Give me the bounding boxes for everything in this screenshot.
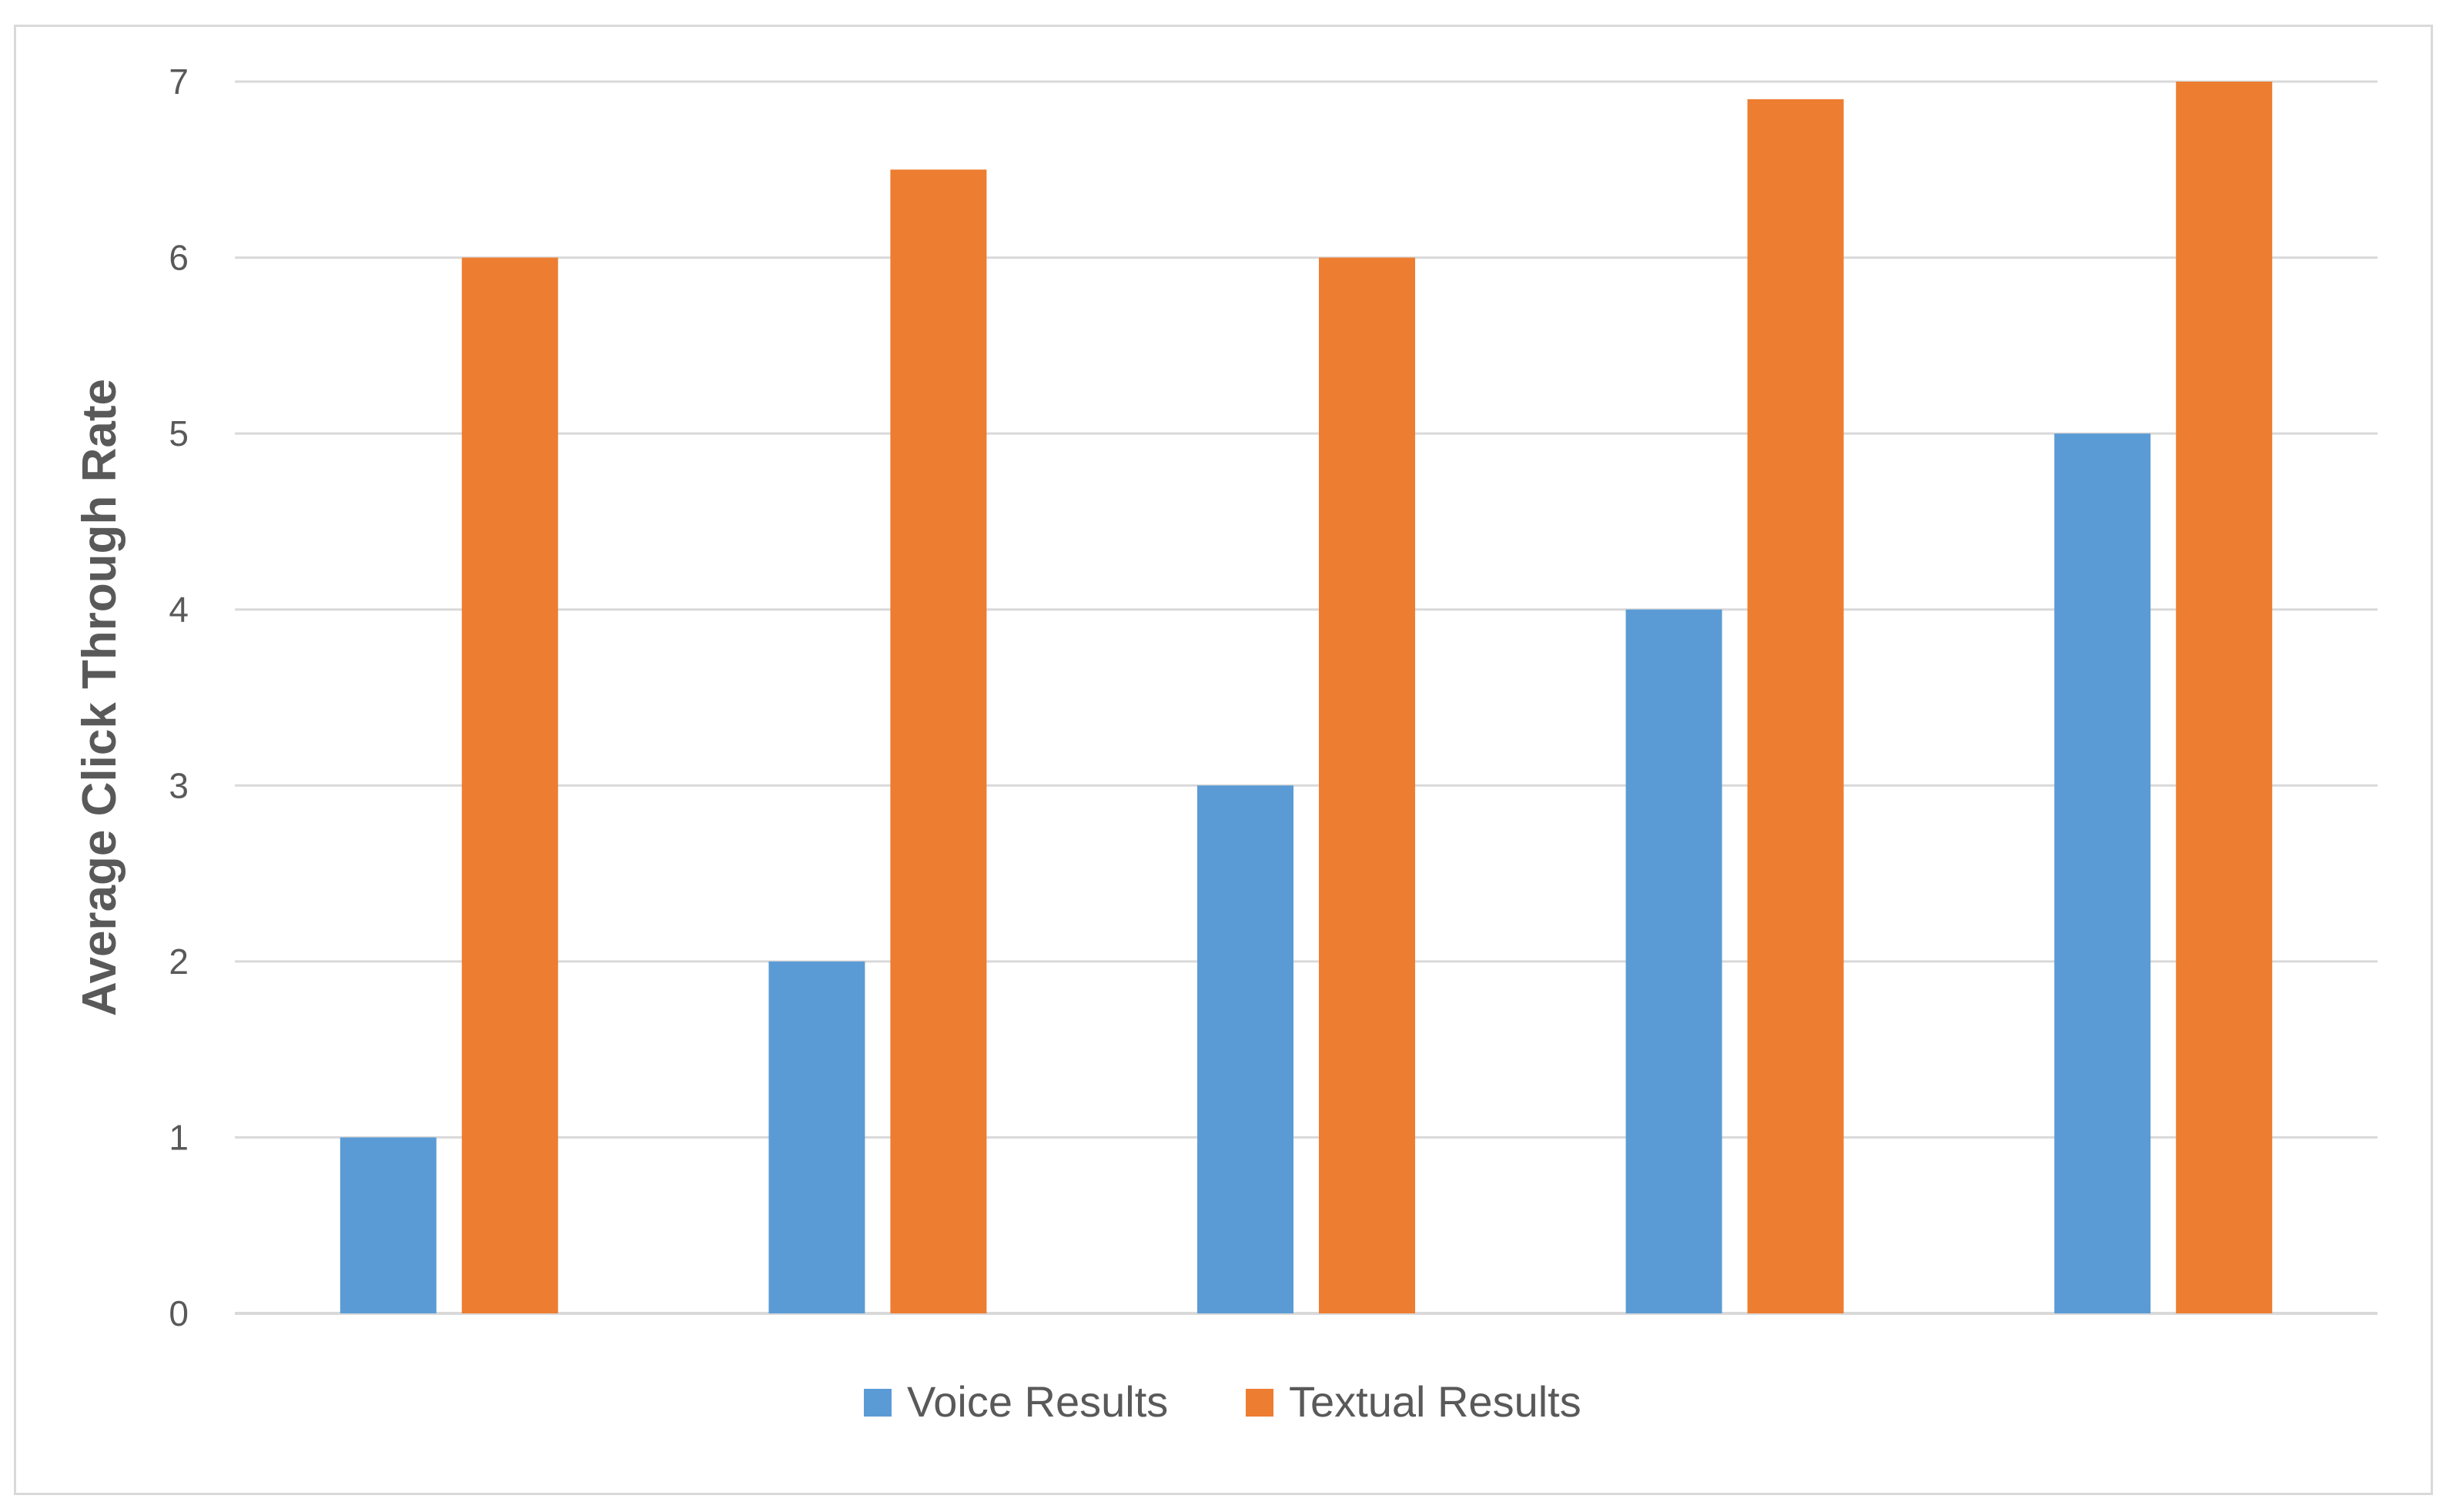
bar-voice <box>768 961 865 1313</box>
bar-textual <box>890 169 987 1313</box>
bar-textual <box>1319 257 1415 1314</box>
bar-textual <box>461 257 558 1314</box>
y-tick-label: 3 <box>169 765 189 805</box>
bar-voice <box>2054 433 2151 1314</box>
legend-label: Voice Results <box>907 1377 1168 1426</box>
bars <box>340 82 2273 1314</box>
y-tick-label: 0 <box>169 1293 189 1333</box>
legend-label: Textual Results <box>1289 1377 1581 1426</box>
bar-textual <box>1747 99 1844 1313</box>
legend-swatch <box>1246 1389 1273 1417</box>
y-tick-label: 4 <box>169 590 189 630</box>
y-tick-label: 5 <box>169 413 189 453</box>
y-axis-ticks: 0 1 2 3 4 5 6 7 <box>169 62 189 1333</box>
bar-textual <box>2176 82 2273 1313</box>
y-tick-label: 7 <box>169 62 189 102</box>
y-tick-label: 6 <box>169 238 189 278</box>
bar-voice <box>340 1137 437 1313</box>
bar-voice <box>1197 785 1293 1313</box>
gridlines <box>235 80 2378 1315</box>
y-tick-label: 1 <box>169 1117 189 1157</box>
legend: Voice Results Textual Results <box>864 1377 1581 1426</box>
y-axis-title: Average Click Through Rate <box>73 379 126 1016</box>
bar-voice <box>1625 609 1722 1313</box>
legend-swatch <box>864 1389 892 1417</box>
y-tick-label: 2 <box>169 942 189 982</box>
